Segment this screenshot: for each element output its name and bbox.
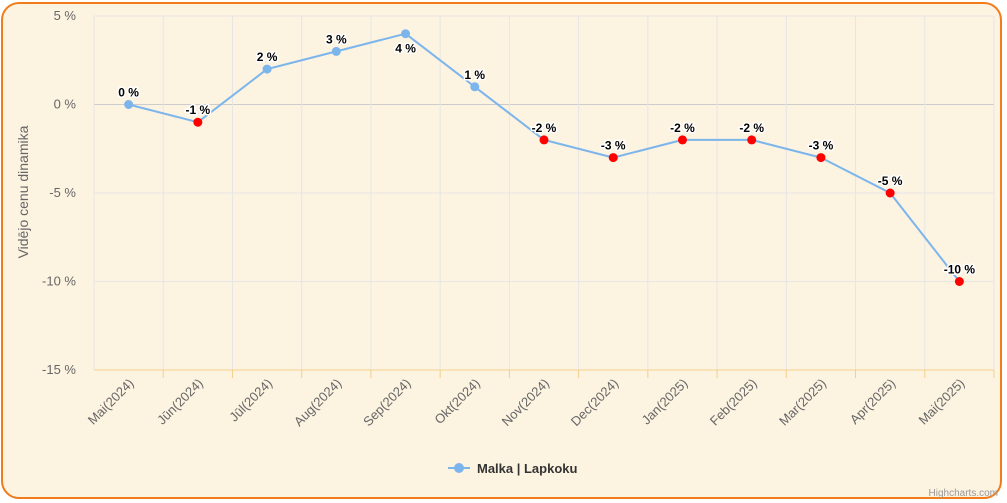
x-tick-label: Feb(2025) [707,376,760,429]
legend-item-label[interactable]: Malka | Lapkoku [477,461,578,476]
data-label: 2 % [257,50,278,64]
data-label: 1 % [464,68,485,82]
x-tick-label: Mai(2024) [85,376,137,428]
data-label: -5 % [878,174,903,188]
x-axis: Mai(2024) Jūn(2024) Jūl(2024) Aug(2024) Sep(… [85,369,995,430]
x-tick-label: Aug(2024) [291,376,345,430]
y-tick-label: 0 % [54,97,77,112]
data-label: 4 % [395,42,416,56]
data-point[interactable] [539,135,549,145]
x-tick-label: Okt(2024) [431,376,482,427]
data-label: -2 % [739,121,764,135]
y-tick-label: -10 % [42,274,76,289]
x-tick-label: Dec(2024) [568,376,622,430]
data-point[interactable] [470,82,480,92]
x-tick-label: Mar(2025) [776,376,829,429]
data-point[interactable] [193,117,203,127]
data-point[interactable] [262,64,272,74]
series-malka-lapkoku[interactable] [124,29,964,286]
x-tick-label: Jūn(2024) [154,376,206,428]
data-point[interactable] [747,135,757,145]
data-label: -3 % [601,139,626,153]
x-tick-label: Jan(2025) [639,376,691,428]
x-tick-label: Mai(2025) [916,376,968,428]
x-tick-label: Sep(2024) [360,376,414,430]
legend-marker-icon [454,463,464,473]
data-label: 0 % [118,86,139,100]
credits-link[interactable]: Highcharts.com [929,488,998,499]
data-labels: 0 % -1 % 2 % 3 % 4 % 1 % -2 % -3 % -2 % -2 % -3 % -… [117,31,977,278]
grid-lines [93,15,995,371]
data-point[interactable] [954,277,964,286]
data-label: -10 % [944,263,976,277]
y-tick-label: -5 % [49,185,76,200]
data-point[interactable] [677,135,687,145]
y-tick-label: 5 % [54,8,77,23]
legend[interactable]: Malka | Lapkoku [448,461,578,476]
data-label: 3 % [326,32,347,46]
y-axis: 5 % 0 % -5 % -10 % -15 % [42,8,76,377]
data-label: -2 % [670,121,695,135]
data-point[interactable] [124,100,134,109]
data-point[interactable] [331,46,341,56]
data-label: -1 % [186,103,211,117]
x-tick-label: Nov(2024) [499,376,553,430]
y-axis-title: Vidējo cenu dinamika [15,125,31,258]
data-label: -2 % [532,121,557,135]
data-label: -3 % [809,139,834,153]
x-tick-label: Apr(2025) [847,376,898,427]
y-tick-label: -15 % [42,362,76,377]
data-point[interactable] [401,29,411,39]
x-tick-label: Jūl(2024) [226,376,275,425]
data-point[interactable] [816,153,826,163]
data-point[interactable] [885,188,895,198]
series-line [127,32,961,283]
data-point[interactable] [608,153,618,163]
